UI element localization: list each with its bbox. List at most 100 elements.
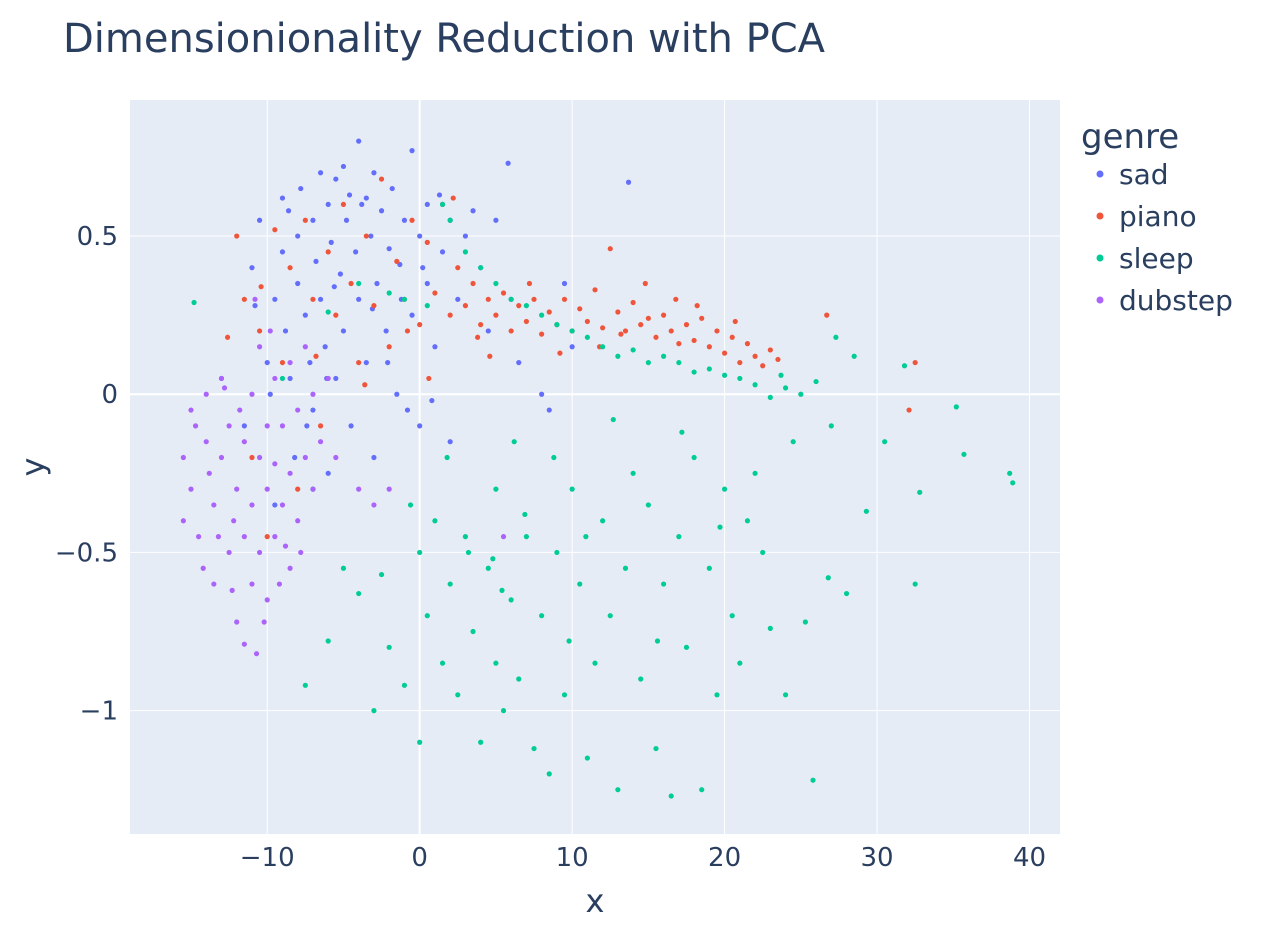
- legend-item-sad[interactable]: sad: [1096, 158, 1169, 191]
- dubstep-point: [310, 391, 316, 397]
- piano-point: [557, 350, 563, 356]
- dubstep-point: [272, 534, 278, 540]
- y-axis-title: y: [14, 458, 52, 477]
- sad-point: [404, 407, 411, 413]
- piano-point: [699, 315, 705, 321]
- dubstep-point: [226, 423, 232, 429]
- sleep-point: [661, 581, 667, 587]
- legend-item-dubstep[interactable]: dubstep: [1096, 284, 1233, 317]
- dubstep-point: [282, 543, 289, 549]
- piano-point: [500, 290, 507, 296]
- dubstep-point: [234, 486, 240, 492]
- legend-item-piano[interactable]: piano: [1096, 200, 1197, 233]
- piano-point: [714, 328, 720, 334]
- sad-point: [317, 296, 324, 302]
- sad-point: [313, 258, 319, 264]
- sleep-point: [645, 502, 651, 508]
- sad-point: [394, 391, 400, 397]
- sleep-point: [325, 309, 331, 315]
- piano-point: [272, 227, 278, 233]
- piano-point: [561, 296, 568, 302]
- sad-point: [374, 280, 380, 287]
- legend-marker: [1096, 170, 1104, 178]
- piano-point: [256, 328, 263, 334]
- sad-point: [272, 296, 278, 302]
- sleep-point: [825, 575, 831, 581]
- dubstep-point: [264, 423, 270, 429]
- legend-items[interactable]: sad piano sleep dubstep: [1096, 158, 1233, 317]
- sleep-point: [752, 470, 758, 476]
- sad-point: [249, 265, 255, 271]
- sleep-point: [863, 508, 869, 514]
- sad-point: [359, 201, 365, 208]
- sleep-point: [569, 328, 575, 334]
- sleep-point: [767, 394, 773, 400]
- chart-title: Dimensionionality Reduction with PCA: [63, 16, 826, 62]
- dubstep-point: [200, 565, 206, 571]
- sad-point: [417, 423, 423, 429]
- sad-point: [346, 192, 353, 198]
- piano-point: [706, 344, 712, 350]
- piano-point: [615, 309, 621, 315]
- sad-point: [505, 160, 511, 166]
- dubstep-point: [192, 423, 199, 429]
- sad-point: [447, 439, 453, 445]
- piano-point: [475, 334, 481, 340]
- sad-point: [432, 344, 438, 350]
- sad-point: [302, 312, 308, 318]
- sleep-point: [561, 692, 568, 698]
- sleep-point: [901, 363, 908, 369]
- piano-point: [394, 258, 400, 264]
- x-tick-label: 0: [411, 843, 428, 873]
- sad-point: [282, 328, 289, 334]
- piano-point: [234, 233, 240, 239]
- dubstep-point: [302, 344, 308, 350]
- sleep-point: [539, 312, 545, 318]
- y-tick-label: 0: [101, 380, 118, 410]
- sleep-point: [782, 692, 789, 698]
- dubstep-point: [264, 597, 270, 603]
- sleep-point: [654, 638, 661, 644]
- sleep-point: [583, 534, 589, 540]
- sleep-point: [1010, 480, 1016, 486]
- sleep-point: [782, 385, 789, 391]
- piano-point: [676, 341, 682, 347]
- sad-point: [371, 170, 377, 176]
- dubstep-point: [295, 518, 301, 524]
- dubstep-point: [218, 454, 225, 461]
- sleep-point: [851, 353, 857, 359]
- sleep-point: [790, 439, 796, 445]
- sleep-point: [714, 692, 720, 698]
- sad-point: [429, 397, 435, 404]
- sad-point: [241, 423, 247, 429]
- sad-point: [436, 192, 443, 198]
- grid-lines: [130, 100, 1060, 834]
- sleep-point: [706, 366, 712, 372]
- piano-point: [224, 334, 231, 340]
- piano-point: [363, 233, 369, 239]
- sad-point: [424, 201, 430, 208]
- piano-point: [508, 328, 514, 334]
- sad-point: [455, 296, 461, 302]
- sleep-point: [706, 565, 712, 571]
- sleep-point: [843, 590, 850, 597]
- legend-item-sleep[interactable]: sleep: [1096, 242, 1194, 275]
- sleep-point: [721, 486, 728, 492]
- piano-point: [618, 331, 624, 337]
- sleep-point: [356, 280, 362, 287]
- legend[interactable]: genre sad piano sleep dubstep: [1081, 117, 1233, 317]
- sleep-point: [490, 556, 496, 562]
- dubstep-point: [272, 461, 278, 467]
- sleep-point: [522, 511, 528, 518]
- dubstep-point: [298, 549, 304, 556]
- piano-point: [683, 322, 690, 328]
- piano-point: [295, 486, 301, 492]
- piano-point: [432, 290, 438, 296]
- dubstep-point: [287, 359, 293, 366]
- sleep-point: [447, 217, 453, 223]
- y-tick-label: −1: [80, 697, 118, 727]
- piano-point: [691, 337, 697, 344]
- sleep-point: [417, 739, 423, 745]
- sad-point: [363, 195, 369, 201]
- dubstep-point: [221, 385, 228, 391]
